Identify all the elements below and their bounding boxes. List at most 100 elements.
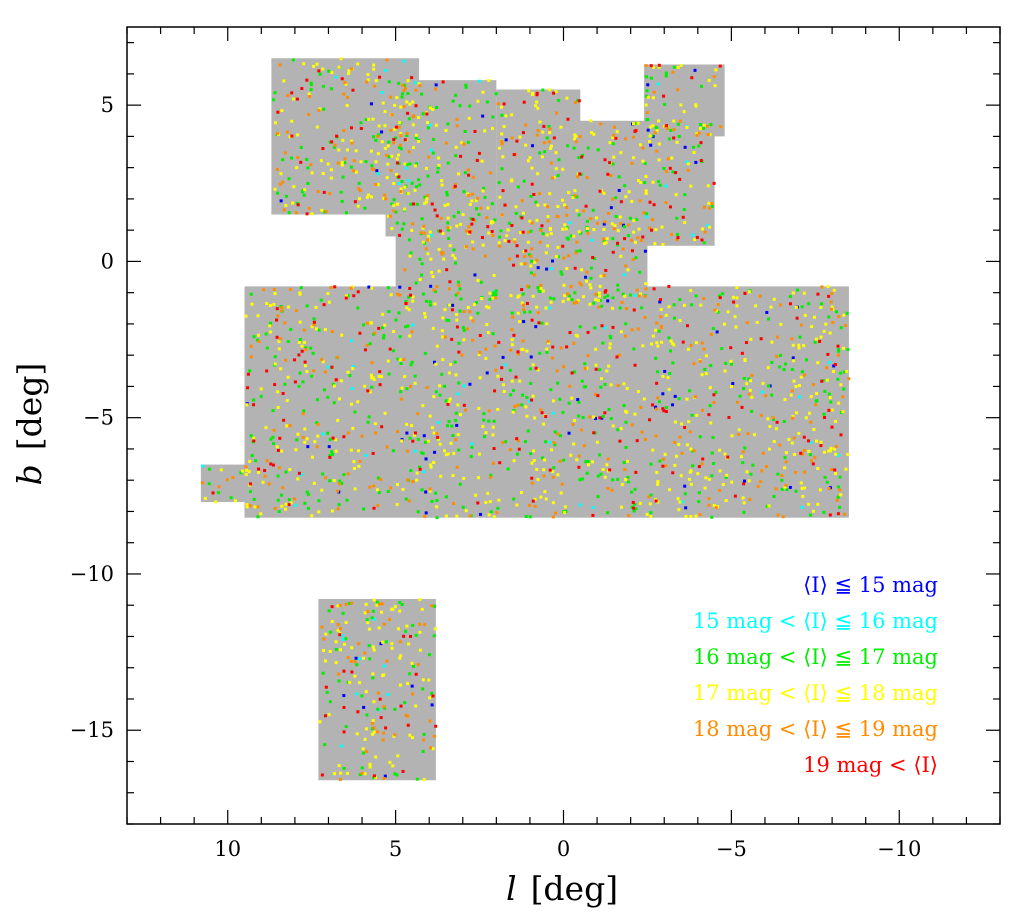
star-point	[500, 132, 504, 136]
star-point	[591, 208, 595, 212]
star-point	[801, 494, 805, 498]
star-point	[412, 664, 416, 668]
star-point	[463, 129, 467, 133]
star-point	[807, 502, 811, 506]
star-point	[369, 195, 373, 199]
star-point	[545, 347, 549, 351]
star-point	[361, 747, 365, 751]
star-point	[511, 389, 515, 393]
star-point	[201, 481, 205, 485]
star-point	[513, 404, 517, 408]
star-point	[415, 185, 419, 189]
star-point	[533, 416, 537, 420]
star-point	[775, 420, 779, 424]
star-point	[317, 108, 321, 112]
star-point	[797, 343, 801, 347]
star-point	[323, 210, 327, 214]
star-point	[342, 730, 346, 734]
star-point	[654, 228, 658, 232]
star-point	[400, 386, 404, 390]
star-point	[399, 190, 403, 194]
star-point	[794, 385, 798, 389]
star-point	[302, 193, 306, 197]
star-point	[377, 491, 381, 495]
star-point	[309, 346, 313, 350]
star-point	[451, 474, 455, 478]
star-point	[681, 215, 685, 219]
star-point	[551, 345, 555, 349]
star-point	[476, 196, 480, 200]
star-point	[436, 437, 440, 441]
star-point	[772, 297, 776, 301]
star-point	[366, 420, 370, 424]
star-point	[700, 341, 704, 345]
star-point	[492, 273, 496, 277]
star-point	[827, 408, 831, 412]
star-point	[541, 130, 545, 134]
star-point	[694, 514, 698, 518]
star-point	[271, 409, 275, 413]
star-point	[573, 194, 577, 198]
star-point	[823, 416, 827, 420]
star-point	[415, 478, 419, 482]
star-point	[359, 189, 363, 193]
star-point	[310, 455, 314, 459]
star-point	[356, 290, 360, 294]
star-point	[733, 315, 737, 319]
star-point	[581, 209, 585, 213]
star-point	[330, 450, 334, 454]
star-point	[408, 162, 412, 166]
star-point	[782, 368, 786, 372]
survey-footprints	[200, 58, 849, 781]
star-point	[387, 310, 391, 314]
star-point	[440, 179, 444, 183]
star-point	[474, 199, 478, 203]
star-point	[496, 102, 500, 106]
star-point	[323, 659, 327, 663]
star-point	[671, 341, 675, 345]
star-point	[749, 337, 753, 341]
star-point	[548, 88, 552, 92]
star-point	[403, 207, 407, 211]
star-point	[689, 482, 693, 486]
star-point	[552, 91, 556, 95]
star-point	[268, 324, 272, 328]
star-point	[580, 155, 584, 159]
star-point	[544, 497, 548, 501]
star-point	[458, 482, 462, 486]
star-point	[422, 732, 426, 736]
star-point	[651, 448, 655, 452]
star-point	[413, 188, 417, 192]
star-point	[426, 121, 430, 125]
star-point	[378, 697, 382, 701]
star-point	[333, 772, 337, 776]
star-point	[589, 119, 593, 123]
star-point	[764, 465, 768, 469]
star-point	[370, 616, 374, 620]
star-point	[411, 146, 415, 150]
star-point	[626, 480, 630, 484]
star-point	[402, 222, 406, 226]
star-point	[287, 498, 291, 502]
star-point	[367, 415, 371, 419]
star-point	[726, 455, 730, 459]
star-point	[370, 727, 374, 731]
star-point	[632, 135, 636, 139]
star-point	[427, 678, 431, 682]
star-point	[386, 162, 390, 166]
star-point	[499, 229, 503, 233]
star-point	[470, 442, 474, 446]
star-point	[337, 148, 341, 152]
star-point	[293, 503, 297, 507]
star-point	[729, 346, 733, 350]
star-point	[549, 228, 553, 232]
star-point	[612, 155, 616, 159]
star-point	[430, 604, 434, 608]
star-point	[470, 445, 474, 449]
star-point	[536, 368, 540, 372]
star-point	[576, 299, 580, 303]
star-point	[560, 482, 564, 486]
star-point	[528, 219, 532, 223]
star-point	[328, 649, 332, 653]
star-point	[673, 394, 677, 398]
